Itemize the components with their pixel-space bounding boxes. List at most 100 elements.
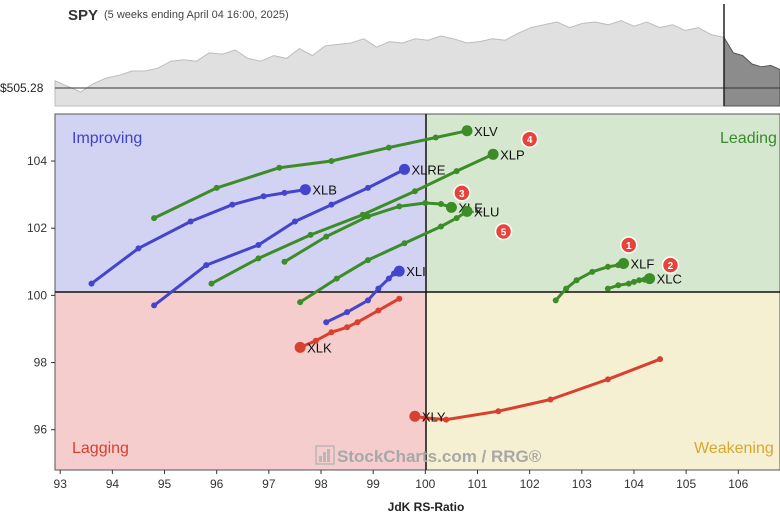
x-tick-label: 104 <box>624 477 644 491</box>
series-point <box>281 189 288 196</box>
price-label: $505.28 <box>0 81 44 95</box>
series-xlc[interactable]: XLC <box>604 272 682 292</box>
series-point <box>657 356 664 363</box>
series-layer: XLVXLPXLREXLBXLEXLUXLIXLKXLFXLCXLY <box>88 124 682 424</box>
series-point <box>625 280 632 287</box>
series-xlb[interactable]: XLB <box>88 183 337 287</box>
series-xlu[interactable]: XLU <box>297 204 499 306</box>
series-xlf[interactable]: XLF <box>552 256 655 304</box>
series-point <box>396 203 403 210</box>
series-point <box>135 245 142 252</box>
badge-layer: 1 2 3 4 5 <box>453 130 680 274</box>
y-tick-label: 96 <box>34 423 48 437</box>
series-head-point <box>409 410 421 422</box>
series-point <box>364 297 371 304</box>
x-tick-label: 99 <box>366 477 380 491</box>
improving-label: Improving <box>72 130 142 147</box>
series-point <box>328 201 335 208</box>
series-point <box>604 376 611 383</box>
watermark-logo <box>315 445 335 465</box>
series-point <box>453 168 460 175</box>
series-point <box>422 414 429 421</box>
marker-badge: 3 <box>453 184 471 202</box>
badge-circle <box>619 236 638 254</box>
series-xlv[interactable]: XLV <box>151 124 498 222</box>
series-label: XLRE <box>411 162 445 177</box>
x-tick-label: 101 <box>467 477 487 491</box>
series-point <box>328 158 335 165</box>
series-point <box>437 223 444 230</box>
series-xly[interactable]: XLY <box>409 356 664 424</box>
badge-number: 3 <box>459 189 465 200</box>
series-label: XLB <box>312 183 337 198</box>
lagging-label: Lagging <box>72 440 129 457</box>
marker-badge: 5 <box>494 222 513 241</box>
series-xlp[interactable]: XLP <box>208 147 525 287</box>
series-point <box>385 275 392 282</box>
series-label: XLU <box>474 204 499 219</box>
x-tick-label: 100 <box>415 477 435 491</box>
series-point <box>203 262 210 269</box>
series-head-point <box>461 125 473 137</box>
y-tick-label: 100 <box>27 288 47 302</box>
watermark-text: StockCharts.com / RRG® <box>337 447 542 466</box>
series-point <box>630 278 637 285</box>
series-point <box>187 218 194 225</box>
series-point <box>375 307 382 314</box>
series-point <box>344 309 351 316</box>
series-point <box>312 337 319 344</box>
series-point <box>208 280 215 287</box>
series-head-point <box>644 273 656 285</box>
y-tick-label: 102 <box>27 221 47 235</box>
series-point <box>604 263 611 270</box>
marker-badge: 4 <box>520 130 539 148</box>
x-tick-label: 97 <box>262 477 276 491</box>
series-point <box>229 201 236 208</box>
series-point <box>328 329 335 336</box>
x-tick-label: 96 <box>210 477 224 491</box>
series-head-point <box>487 148 499 160</box>
series-point <box>552 297 559 304</box>
period-label: (5 weeks ending April 04 16:00, 2025) <box>104 9 289 21</box>
series-xlre[interactable]: XLRE <box>151 162 446 309</box>
series-point <box>547 396 554 403</box>
x-axis-label: JdK RS-Ratio <box>388 500 465 514</box>
x-tick-label: 106 <box>728 477 748 491</box>
x-tick-label: 102 <box>520 477 540 491</box>
series-xlk[interactable]: XLK <box>294 295 403 356</box>
x-tick-label: 98 <box>314 477 328 491</box>
series-head-point <box>461 205 473 217</box>
badge-number: 2 <box>668 261 674 272</box>
series-head-point <box>445 201 457 213</box>
leading-label: Leading <box>720 130 777 147</box>
series-xli[interactable]: XLI <box>323 264 426 326</box>
quadrants: Improving Leading Lagging Weakening <box>54 113 780 471</box>
series-label: XLY <box>422 409 446 424</box>
marker-badge: 2 <box>661 256 680 274</box>
series-head-point <box>618 257 630 269</box>
series-point <box>297 299 304 306</box>
leading-quadrant <box>426 114 780 292</box>
series-point <box>385 144 392 151</box>
series-point <box>364 213 371 220</box>
series-point <box>276 164 283 171</box>
series-point <box>151 302 158 309</box>
y-tick-label: 98 <box>34 356 48 370</box>
badge-number: 1 <box>626 241 632 252</box>
series-point <box>291 218 298 225</box>
series-point <box>359 211 366 218</box>
lagging-quadrant <box>55 292 426 470</box>
badge-number: 5 <box>501 228 507 239</box>
badge-circle <box>520 130 539 148</box>
series-point <box>333 275 340 282</box>
series-head-point <box>294 341 306 353</box>
badge-number: 4 <box>527 135 533 146</box>
series-point <box>401 240 408 247</box>
series-point <box>364 257 371 264</box>
series-head-point <box>393 265 405 277</box>
series-point <box>323 319 330 326</box>
series-point <box>589 268 596 275</box>
weakening-label: Weakening <box>694 440 774 457</box>
series-point <box>88 280 95 287</box>
